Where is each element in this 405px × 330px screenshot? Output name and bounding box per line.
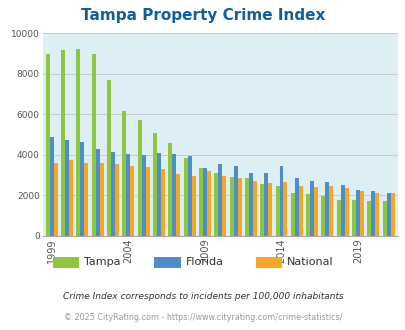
Text: Tampa: Tampa	[84, 257, 120, 267]
Bar	[187, 156, 191, 236]
Bar	[233, 166, 237, 236]
Bar	[198, 168, 202, 236]
Bar	[80, 142, 84, 236]
Bar	[126, 154, 130, 236]
Bar	[328, 186, 333, 236]
Bar	[168, 143, 172, 236]
Bar	[161, 169, 164, 236]
Bar	[290, 193, 294, 236]
Bar	[359, 191, 363, 236]
Bar	[202, 168, 207, 236]
Bar	[229, 177, 233, 236]
Bar	[145, 167, 149, 236]
Bar	[275, 186, 279, 236]
Bar	[294, 178, 298, 236]
Text: National: National	[286, 257, 333, 267]
Bar	[371, 191, 375, 236]
Bar	[344, 188, 348, 236]
Bar	[107, 80, 111, 236]
Bar	[382, 201, 386, 236]
Bar	[141, 155, 145, 236]
Bar	[264, 173, 268, 236]
Bar	[157, 153, 161, 236]
Bar	[355, 190, 359, 236]
Bar	[375, 193, 378, 236]
Bar	[115, 164, 119, 236]
Bar	[46, 54, 50, 236]
Bar	[214, 173, 218, 236]
Text: Crime Index corresponds to incidents per 100,000 inhabitants: Crime Index corresponds to incidents per…	[62, 292, 343, 301]
Bar	[207, 171, 210, 236]
Bar	[309, 181, 313, 236]
Bar	[351, 200, 355, 236]
Bar	[69, 160, 73, 236]
Bar	[336, 200, 340, 236]
Bar	[100, 163, 103, 236]
Bar	[84, 163, 88, 236]
Bar	[122, 111, 126, 236]
Bar	[65, 140, 69, 236]
Bar	[218, 164, 222, 236]
Bar	[244, 178, 248, 236]
Text: © 2025 CityRating.com - https://www.cityrating.com/crime-statistics/: © 2025 CityRating.com - https://www.city…	[64, 313, 341, 322]
Bar	[153, 133, 157, 236]
Bar	[183, 158, 187, 236]
Bar	[325, 182, 328, 236]
Bar	[222, 176, 226, 236]
Bar	[305, 194, 309, 236]
Bar	[176, 174, 180, 236]
Text: Tampa Property Crime Index: Tampa Property Crime Index	[81, 8, 324, 23]
Bar	[54, 163, 58, 236]
Bar	[298, 186, 302, 236]
Bar	[237, 178, 241, 236]
Bar	[340, 185, 344, 236]
Bar	[386, 193, 390, 236]
Bar	[61, 50, 65, 236]
Bar	[279, 166, 283, 236]
Bar	[50, 137, 54, 236]
Text: Florida: Florida	[185, 257, 223, 267]
Bar	[248, 173, 252, 236]
Bar	[191, 176, 195, 236]
Bar	[111, 152, 115, 236]
Bar	[252, 181, 256, 236]
Bar	[268, 183, 271, 236]
Bar	[137, 120, 141, 236]
Bar	[321, 196, 325, 236]
Bar	[92, 54, 96, 236]
Bar	[130, 166, 134, 236]
Bar	[260, 184, 264, 236]
Bar	[283, 182, 287, 236]
Bar	[96, 149, 100, 236]
Bar	[172, 154, 176, 236]
Bar	[367, 201, 371, 236]
Bar	[390, 193, 394, 236]
Bar	[76, 49, 80, 236]
Bar	[313, 187, 318, 236]
